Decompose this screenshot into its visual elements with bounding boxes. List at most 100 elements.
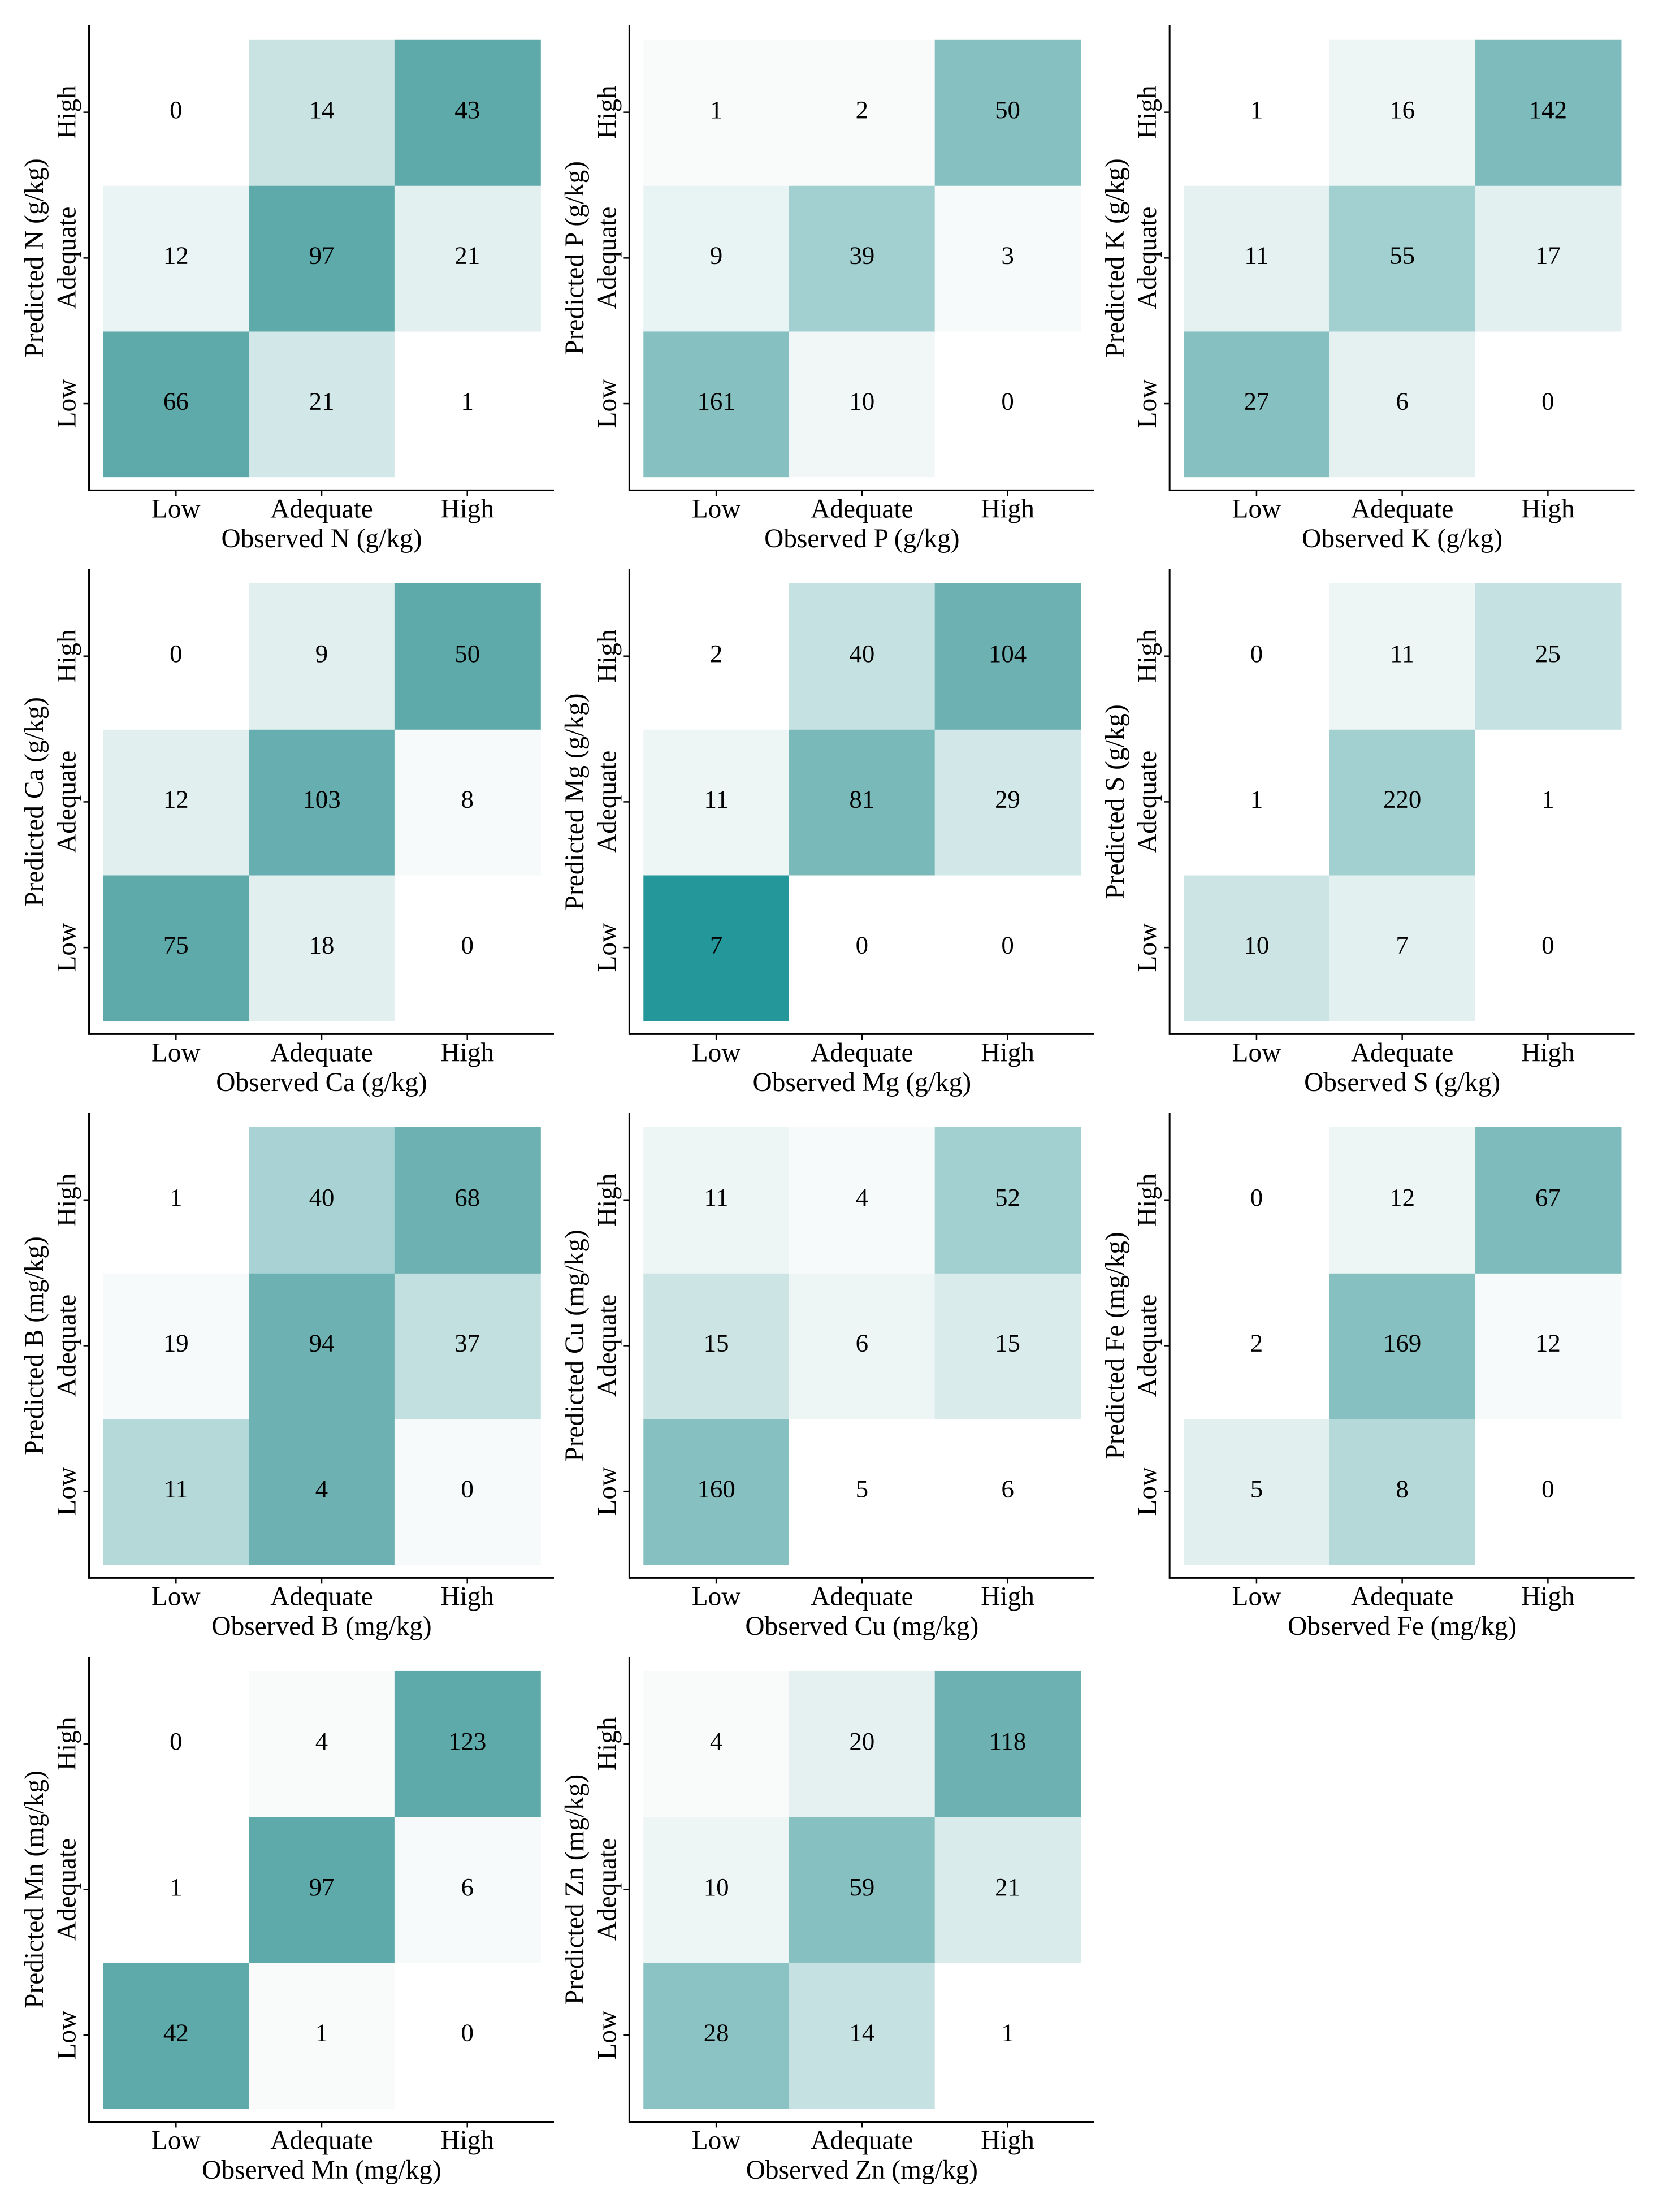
heatmap-cell [1329,1127,1476,1274]
heatmap-cell [249,1418,396,1565]
cell-label: 11 [164,1474,188,1503]
cell-label: 103 [302,785,340,813]
x-tick-label: High [440,495,494,524]
heatmap-cell [1329,583,1476,730]
cell-label: 14 [309,96,335,124]
cell-label: 81 [849,785,874,813]
cell-label: 0 [461,930,474,959]
cell-label: 0 [1001,930,1014,959]
heatmap-cell [1475,1272,1622,1419]
heatmap-panel: 7 0 0 11 81 29 2 40 104 Low Adequate High Low Adequat… [560,569,1094,1097]
y-tick-label: Adequate [52,751,81,853]
heatmap-cell [103,39,250,186]
cell-label: 4 [315,1727,328,1755]
heatmap-cell [1184,331,1331,478]
cell-label: 28 [704,2019,729,2047]
y-tick-label: High [1133,85,1162,139]
cell-label: 10 [1244,930,1270,959]
x-tick-label: Adequate [270,1038,373,1068]
cell-label: 43 [454,96,480,124]
x-tick-label: High [981,495,1034,524]
heatmap-cell [103,1962,250,2109]
cell-label: 40 [849,639,874,668]
x-tick-label: Adequate [811,495,913,524]
x-tick-label: Adequate [270,2126,373,2155]
cell-label: 12 [163,241,189,270]
y-axis-title: Predicted S (g/kg) [1101,704,1130,899]
x-tick-label: High [1521,1582,1575,1612]
heatmap-cell [934,1127,1081,1274]
cell-label: 14 [849,2019,874,2047]
cell-label: 11 [1390,639,1414,668]
heatmap-cell [249,1670,396,1817]
heatmap-cell [1184,39,1331,186]
y-tick-label: High [592,85,622,139]
y-tick-label: Adequate [592,1295,622,1397]
heatmap-cell [643,1670,790,1817]
y-tick-label: High [592,1173,622,1227]
y-tick-label: Low [52,923,81,972]
heatmap-cell [394,583,541,730]
heatmap-cell [1329,39,1476,186]
cell-label: 6 [1396,387,1408,415]
cell-label: 0 [170,639,182,668]
heatmap-cell [789,729,936,876]
cell-label: 55 [1389,241,1415,270]
cell-label: 5 [856,1474,868,1503]
heatmap-cell [789,39,936,186]
heatmap-cell [789,1670,936,1817]
cell-label: 5 [1250,1474,1263,1503]
cell-label: 11 [704,1183,729,1211]
y-tick-label: High [52,85,81,139]
y-axis-title: Predicted Mn (mg/kg) [20,1771,49,2008]
heatmap-cell [249,39,396,186]
cell-label: 17 [1535,241,1561,270]
cell-label: 123 [448,1727,486,1755]
cell-label: 59 [849,1873,874,1901]
cell-label: 3 [1001,241,1014,270]
heatmap-cell [1184,729,1331,876]
y-axis-title: Predicted N (g/kg) [20,158,49,357]
heatmap-panel: 27 6 0 11 55 17 1 16 142 Low Adequate High Low Adequa… [1101,25,1635,553]
cell-label: 25 [1535,639,1561,668]
heatmap-cell [934,39,1081,186]
heatmap-cell [394,875,541,1021]
cell-label: 1 [170,1183,182,1211]
cell-label: 40 [309,1183,335,1211]
heatmap-cell [1475,39,1622,186]
heatmap-cell [789,1272,936,1419]
heatmap-cell [394,1962,541,2109]
x-tick-label: High [440,2126,494,2155]
x-axis-title: Observed Cu (mg/kg) [745,1612,978,1641]
heatmap-cell [643,185,790,332]
heatmap-panel: 66 21 1 12 97 21 0 14 43 Low Adequate High Low Adequa… [20,25,555,553]
cell-label: 12 [163,785,189,813]
cell-label: 0 [1001,387,1014,415]
cell-label: 7 [710,930,722,959]
x-tick-label: Low [151,1038,201,1068]
cell-label: 1 [1541,785,1554,813]
heatmap-cell [1329,331,1476,478]
cell-label: 0 [170,1727,182,1755]
heatmap-cell [1329,1418,1476,1565]
cell-label: 142 [1529,96,1567,124]
x-tick-label: Low [151,1582,201,1612]
x-axis-title: Observed B (mg/kg) [211,1612,431,1641]
cell-label: 11 [704,785,729,813]
heatmap-cell [1329,729,1476,876]
x-tick-label: Low [151,495,201,524]
heatmap-cell [1475,1127,1622,1274]
cell-label: 104 [989,639,1027,668]
y-axis-title: Predicted P (g/kg) [560,161,590,355]
y-axis-title: Predicted Zn (mg/kg) [560,1774,590,2005]
y-tick-label: High [1133,629,1162,683]
cell-label: 1 [1250,96,1263,124]
x-tick-label: High [1521,1038,1575,1068]
cell-label: 9 [710,241,722,270]
y-tick-label: Low [592,2011,622,2060]
y-tick-label: Low [592,923,622,972]
y-tick-label: Adequate [1133,207,1162,309]
x-axis-title: Observed P (g/kg) [764,524,959,553]
